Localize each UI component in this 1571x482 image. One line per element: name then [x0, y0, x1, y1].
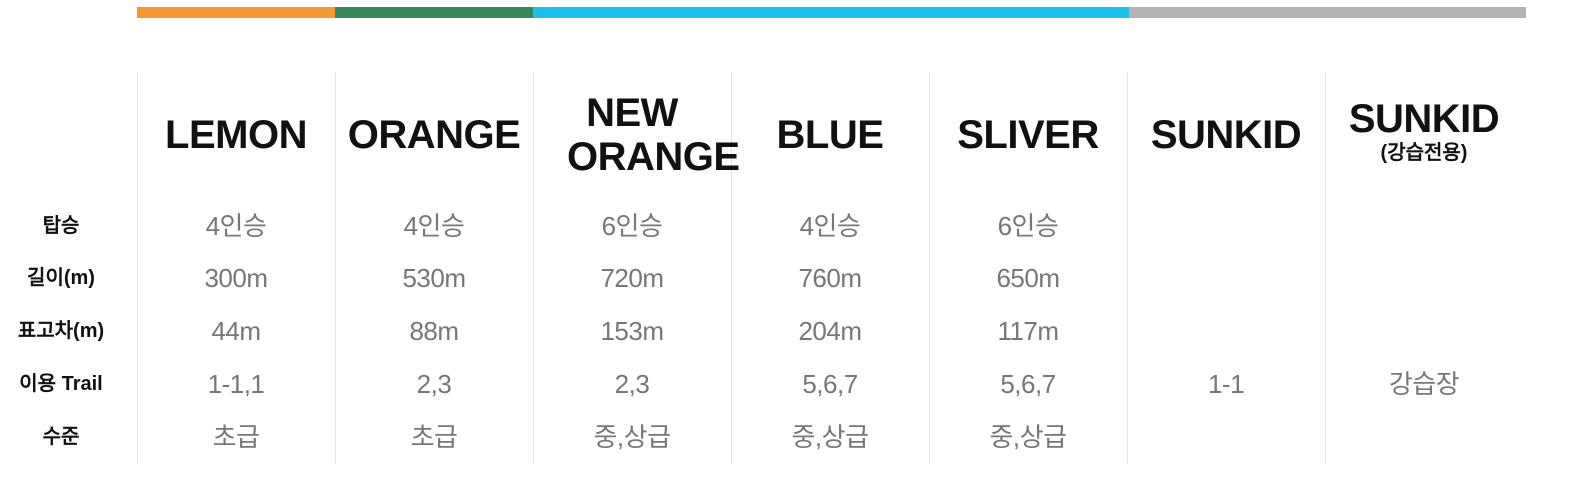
- table-cell: 초급: [212, 422, 260, 452]
- lift-header: ORANGE: [335, 72, 533, 197]
- table-cell: [1325, 206, 1523, 246]
- table-cell: [1127, 311, 1325, 351]
- row-label: 표고차(m): [17, 320, 105, 342]
- column-divider: [335, 72, 336, 464]
- table-cell: 760m: [798, 263, 862, 293]
- row-label: 길이(m): [27, 267, 95, 289]
- row-label: 수준: [42, 426, 80, 448]
- lift-name: SUNKID: [1150, 112, 1302, 157]
- table-cell: 중,상급: [593, 422, 671, 452]
- column-divider: [929, 72, 930, 464]
- table-cell: [1325, 311, 1523, 351]
- color-bar-segment: [533, 7, 1129, 18]
- top-color-bar: [137, 7, 1526, 18]
- table-cell: 4인승: [403, 211, 465, 241]
- table-cell: 117m: [997, 316, 1059, 346]
- table-cell: 강습장: [1388, 369, 1460, 399]
- table-cell: 204m: [798, 316, 862, 346]
- lift-header: SUNKID (강습전용): [1325, 72, 1523, 197]
- table-cell: [1127, 206, 1325, 246]
- color-bar-segment: [1129, 7, 1526, 18]
- table-cell: 44m: [211, 316, 261, 346]
- table-cell: 중,상급: [791, 422, 869, 452]
- lift-header: NEW ORANGE: [533, 72, 740, 197]
- column-divider: [1325, 72, 1326, 464]
- table-cell: [1325, 258, 1523, 298]
- column-divider: [1127, 72, 1128, 464]
- lift-name: SUNKID: [1348, 96, 1500, 141]
- table-cell: 2,3: [614, 369, 650, 399]
- lift-header: LEMON: [137, 72, 335, 197]
- table-cell: 5,6,7: [802, 369, 858, 399]
- table-cell: 1-1: [1207, 369, 1245, 399]
- table-cell: 초급: [410, 422, 458, 452]
- table-cell: 6인승: [997, 211, 1059, 241]
- table-cell: 중,상급: [989, 422, 1067, 452]
- table-cell: [1127, 417, 1325, 457]
- column-divider: [137, 72, 138, 464]
- table-cell: 530m: [402, 263, 466, 293]
- table-cell: 1-1,1: [207, 369, 265, 399]
- lift-header: BLUE: [731, 72, 929, 197]
- column-divider: [731, 72, 732, 464]
- lift-subtitle: (강습전용): [1380, 141, 1468, 164]
- table-cell: 88m: [409, 316, 459, 346]
- table-cell: 5,6,7: [1000, 369, 1056, 399]
- lift-header: SLIVER: [929, 72, 1127, 197]
- table-cell: 650m: [996, 263, 1060, 293]
- row-label: 이용 Trail: [19, 373, 103, 395]
- lift-name: LEMON: [165, 112, 307, 157]
- row-label: 탑승: [42, 215, 80, 237]
- lift-name: BLUE: [776, 112, 884, 157]
- table-cell: 4인승: [205, 211, 267, 241]
- lift-header: SUNKID: [1127, 72, 1325, 197]
- table-cell: [1127, 258, 1325, 298]
- table-cell: 153m: [600, 316, 664, 346]
- color-bar-segment: [335, 7, 533, 18]
- lift-name: NEW ORANGE: [567, 90, 740, 179]
- column-divider: [533, 72, 534, 464]
- lift-name: SLIVER: [957, 112, 1099, 157]
- table-cell: [1325, 417, 1523, 457]
- lift-name: ORANGE: [347, 112, 521, 157]
- table-cell: 6인승: [601, 211, 663, 241]
- table-cell: 4인승: [799, 211, 861, 241]
- table-cell: 300m: [204, 263, 268, 293]
- table-cell: 720m: [600, 263, 664, 293]
- color-bar-segment: [137, 7, 335, 18]
- table-cell: 2,3: [416, 369, 452, 399]
